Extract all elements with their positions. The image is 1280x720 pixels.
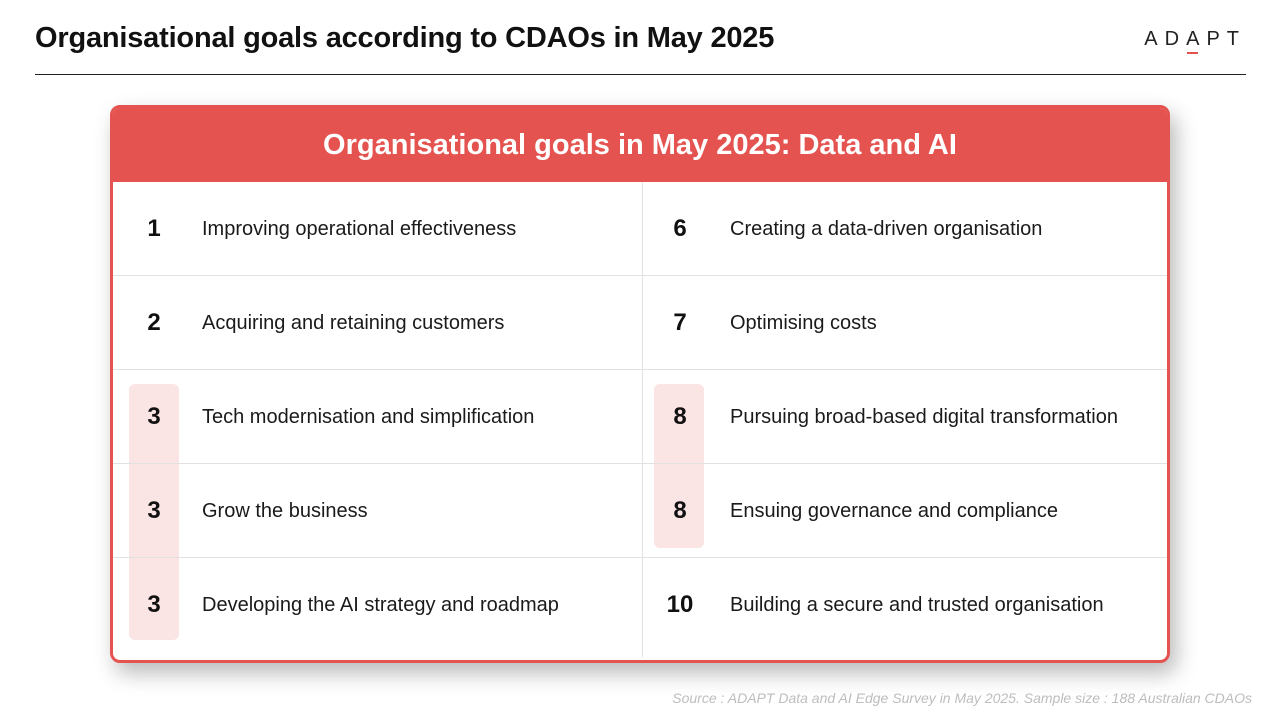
goal-label: Acquiring and retaining customers (202, 311, 505, 334)
goal-cell: 7 Optimising costs (643, 276, 1167, 370)
goal-cell: 6 Creating a data-driven organisation (643, 182, 1167, 276)
title-divider (35, 74, 1246, 75)
logo-text-accent: A (1186, 28, 1207, 54)
rank-number: 1 (147, 215, 161, 242)
goal-cell: 8 Ensuing governance and compliance (643, 464, 1167, 558)
goal-label: Building a secure and trusted organisati… (730, 593, 1104, 616)
goal-label: Tech modernisation and simplification (202, 405, 535, 428)
goals-card: Organisational goals in May 2025: Data a… (110, 105, 1170, 663)
tie-highlight-rank-8 (654, 384, 704, 548)
page-title: Organisational goals according to CDAOs … (35, 22, 775, 54)
rank-number: 2 (147, 309, 161, 336)
goal-cell: 8 Pursuing broad-based digital transform… (643, 370, 1167, 464)
goal-label: Developing the AI strategy and roadmap (202, 593, 559, 616)
goal-label: Ensuing governance and compliance (730, 499, 1058, 522)
rank-number: 3 (147, 591, 161, 618)
table-row: 3 Developing the AI strategy and roadmap… (113, 558, 1167, 652)
goal-label: Improving operational effectiveness (202, 217, 517, 240)
goal-cell: 1 Improving operational effectiveness (113, 182, 642, 276)
rank-number: 8 (673, 497, 687, 524)
goal-cell: 3 Grow the business (113, 464, 642, 558)
goal-label: Pursuing broad-based digital transformat… (730, 405, 1118, 428)
goal-label: Grow the business (202, 499, 368, 522)
column-divider (642, 182, 643, 657)
goal-cell: 10 Building a secure and trusted organis… (643, 558, 1167, 652)
logo-text-end: PT (1206, 28, 1246, 50)
goal-cell: 2 Acquiring and retaining customers (113, 276, 642, 370)
rank-number: 3 (147, 403, 161, 430)
tie-highlight-rank-3 (129, 384, 179, 640)
rank-number: 7 (673, 309, 687, 336)
source-note: Source : ADAPT Data and AI Edge Survey i… (672, 690, 1252, 706)
goal-label: Optimising costs (730, 311, 877, 334)
goal-cell: 3 Tech modernisation and simplification (113, 370, 642, 464)
table-row: 1 Improving operational effectiveness 6 … (113, 182, 1167, 276)
goal-label: Creating a data-driven organisation (730, 217, 1043, 240)
goal-cell: 3 Developing the AI strategy and roadmap (113, 558, 642, 652)
table-row: 2 Acquiring and retaining customers 7 Op… (113, 276, 1167, 370)
goals-grid: 1 Improving operational effectiveness 6 … (113, 182, 1167, 657)
rank-number: 8 (673, 403, 687, 430)
logo-text-start: AD (1144, 28, 1187, 50)
rank-number: 3 (147, 497, 161, 524)
table-row: 3 Tech modernisation and simplification … (113, 370, 1167, 464)
rank-number: 6 (673, 215, 687, 242)
table-row: 3 Grow the business 8 Ensuing governance… (113, 464, 1167, 558)
card-title: Organisational goals in May 2025: Data a… (113, 108, 1167, 182)
rank-number: 10 (666, 591, 694, 618)
adapt-logo: ADAPT (1144, 28, 1246, 54)
